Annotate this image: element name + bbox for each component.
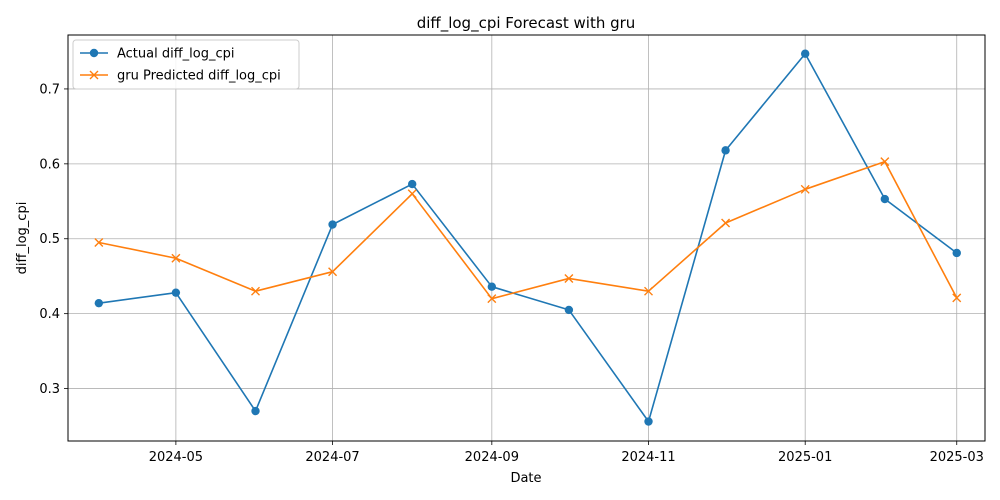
data-point (407, 189, 417, 199)
data-point (564, 273, 574, 283)
series-line (98, 160, 958, 300)
series-1 (94, 157, 962, 304)
series-layer (94, 49, 962, 426)
legend-entry: gru Predicted diff_log_cpi (80, 69, 281, 84)
data-point (328, 220, 337, 229)
plot-area-frame (67, 34, 986, 442)
legend-marker (89, 48, 99, 58)
x-tick-label: 2024-11 (621, 450, 675, 465)
series-line (98, 52, 958, 423)
legend-label: Actual diff_log_cpi (117, 47, 235, 62)
y-tick-label: 0.6 (39, 157, 60, 172)
legend-marker (89, 70, 99, 80)
data-point (251, 406, 260, 416)
x-axis: 2024-05 2024-07 2024-09 2024-11 2025-01 2025-… (149, 441, 984, 465)
data-point (721, 218, 731, 228)
data-point (564, 305, 574, 315)
data-point (407, 179, 417, 189)
data-point (94, 298, 104, 308)
data-point (800, 184, 810, 194)
legend-entry: Actual diff_log_cpi (80, 47, 235, 62)
data-point (251, 286, 261, 296)
data-point (171, 288, 181, 297)
data-point (644, 417, 653, 426)
chart-title: diff_log_cpi Forecast with gru (417, 14, 636, 33)
data-point (952, 293, 962, 303)
x-tick-label: 2024-09 (465, 450, 519, 465)
y-axis: 0.3 0.4 0.5 0.6 0.7 (39, 82, 68, 397)
y-axis-label: diff_log_cpi (15, 202, 30, 275)
series-0 (94, 49, 961, 426)
data-point (487, 294, 497, 304)
y-tick-label: 0.3 (39, 382, 60, 397)
data-point (952, 248, 961, 258)
legend-label: gru Predicted diff_log_cpi (117, 69, 281, 84)
data-point (487, 282, 497, 291)
data-point (880, 194, 890, 204)
y-tick-label: 0.7 (39, 82, 60, 97)
data-point (721, 146, 730, 155)
legend-box (72, 39, 300, 90)
x-axis-label: Date (510, 471, 541, 486)
x-tick-label: 2024-05 (149, 450, 203, 465)
y-tick-label: 0.4 (39, 307, 60, 322)
grid-lines (68, 35, 985, 441)
data-point (171, 253, 181, 263)
x-tick-label: 2025-03 (930, 450, 984, 465)
x-tick-label: 2025-01 (778, 450, 832, 465)
data-point (94, 237, 104, 247)
data-point (644, 286, 654, 296)
x-tick-label: 2024-07 (305, 450, 359, 465)
data-point (880, 157, 890, 167)
data-point (800, 49, 810, 58)
y-tick-label: 0.5 (39, 232, 60, 247)
data-point (328, 267, 338, 277)
